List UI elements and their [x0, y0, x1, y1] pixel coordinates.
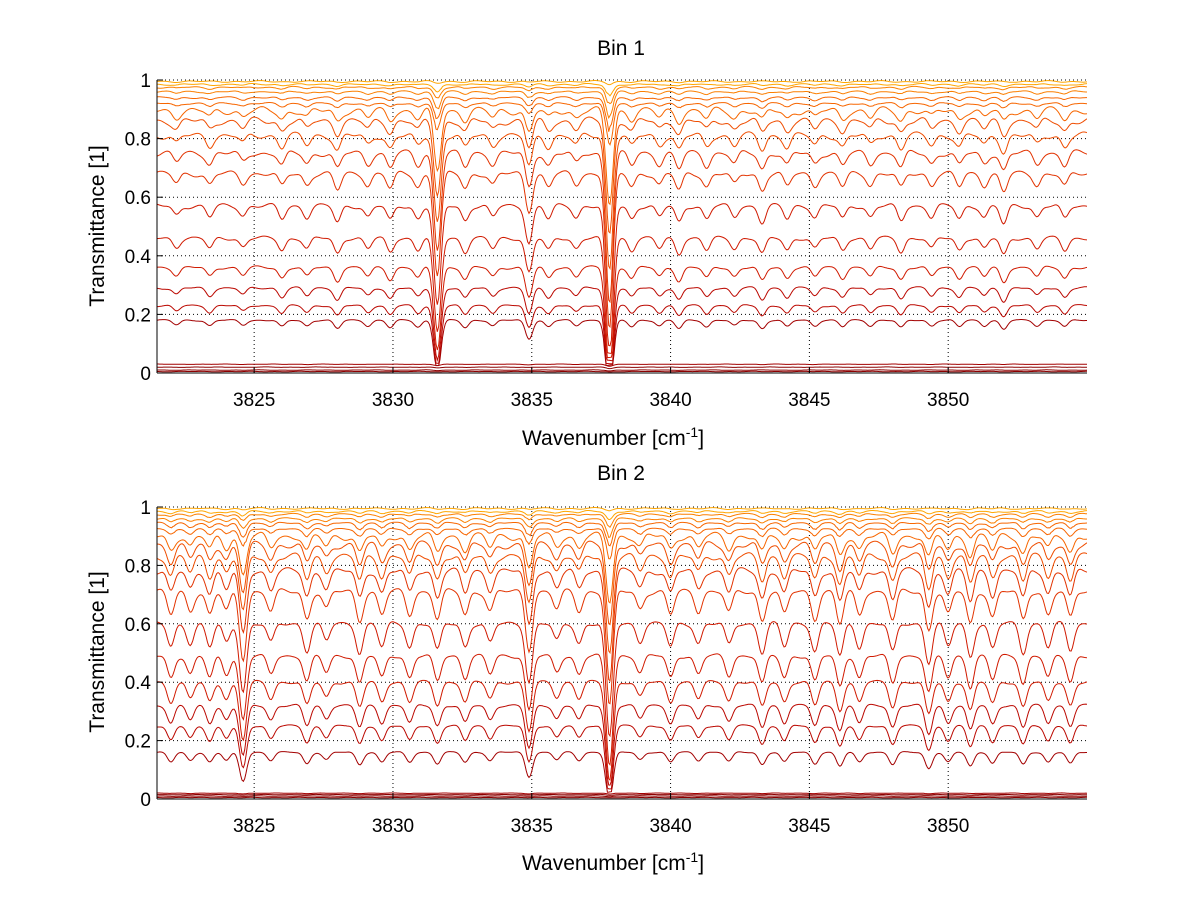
x-tick-label: 3840	[649, 390, 691, 411]
subplot-title: Bin 1	[597, 37, 645, 60]
series-line	[157, 90, 1087, 120]
series-line	[157, 679, 1087, 782]
x-axis-ticks: 3825 3830 3835 3840 3845 3850	[233, 793, 969, 837]
series-line	[157, 567, 1087, 682]
series-line	[157, 793, 1087, 796]
series-line	[157, 82, 1087, 97]
series-line	[157, 286, 1087, 362]
y-axis-ticks: 0 0.2 0.4 0.6 0.8 1	[125, 498, 163, 811]
x-axis-label: Wavenumber [cm-1]	[522, 424, 704, 450]
series-line	[157, 363, 1087, 367]
y-tick-label: 0.4	[125, 673, 152, 694]
subplot-title: Bin 2	[597, 462, 645, 485]
series-line	[157, 512, 1087, 528]
series-line	[157, 506, 1087, 512]
series-line	[157, 540, 1087, 626]
x-tick-label: 3835	[511, 390, 553, 411]
subplot-bin-2: Bin 2 3825 3830 3835 3840 3845 3850 0 0.2 0.4 0.…	[86, 462, 1087, 875]
series-line	[157, 96, 1087, 132]
series-line	[157, 370, 1087, 373]
series-line	[157, 318, 1087, 367]
series-line	[157, 796, 1087, 799]
x-tick-label: 3850	[927, 390, 969, 411]
y-tick-label: 0.8	[125, 556, 151, 577]
series-line	[157, 106, 1087, 206]
x-tick-label: 3825	[233, 390, 275, 411]
y-axis-label: Transmittance [1]	[86, 145, 109, 306]
x-tick-label: 3840	[649, 816, 691, 837]
series-line	[157, 102, 1087, 146]
x-axis-ticks: 3825 3830 3835 3840 3845 3850	[233, 367, 969, 411]
x-tick-label: 3845	[788, 816, 830, 837]
series-line	[157, 116, 1087, 234]
series-line	[157, 531, 1087, 604]
series-line	[157, 304, 1087, 365]
y-axis-ticks: 0 0.2 0.4 0.6 0.8 1	[125, 71, 163, 385]
x-tick-label: 3845	[788, 390, 830, 411]
series-line	[157, 792, 1087, 795]
series-line	[157, 521, 1087, 547]
x-tick-label: 3830	[372, 390, 414, 411]
series-line	[157, 265, 1087, 359]
series-line	[157, 366, 1087, 370]
x-tick-label: 3830	[372, 816, 414, 837]
series-line	[157, 170, 1087, 328]
series-line	[157, 85, 1087, 105]
plot-area	[156, 506, 1087, 800]
series-line	[157, 588, 1087, 705]
series-line	[157, 235, 1087, 354]
x-tick-label: 3835	[511, 816, 553, 837]
x-tick-label: 3850	[927, 816, 969, 837]
y-tick-label: 0	[140, 790, 151, 811]
series-line	[157, 653, 1087, 766]
series-line	[157, 510, 1087, 521]
series-line	[157, 795, 1087, 798]
plot-area	[156, 79, 1087, 374]
y-axis-label: Transmittance [1]	[86, 571, 109, 732]
series-line	[157, 369, 1087, 372]
y-tick-label: 0.6	[125, 615, 151, 636]
series-line	[157, 751, 1087, 793]
y-tick-label: 1	[140, 71, 151, 92]
y-tick-label: 0.8	[125, 130, 151, 151]
series-line	[157, 724, 1087, 790]
y-tick-label: 1	[140, 498, 151, 519]
y-tick-label: 0.2	[125, 305, 151, 326]
subplot-bin-1: Bin 1 3825 3830 3835 3840 3845 3850 0 0.2 0.4 0.…	[86, 37, 1087, 450]
series-line	[157, 517, 1087, 539]
series-line	[157, 527, 1087, 560]
x-axis-label: Wavenumber [cm-1]	[522, 849, 704, 875]
y-tick-label: 0.6	[125, 188, 151, 209]
series-line	[157, 202, 1087, 347]
series-line	[157, 79, 1087, 86]
series-line	[157, 149, 1087, 304]
series-line	[157, 620, 1087, 738]
y-tick-label: 0.4	[125, 247, 152, 268]
x-tick-label: 3825	[233, 816, 275, 837]
y-tick-label: 0	[140, 364, 151, 385]
series-line	[157, 703, 1087, 786]
y-tick-label: 0.2	[125, 732, 151, 753]
series-line	[157, 131, 1087, 271]
series-line	[157, 552, 1087, 655]
